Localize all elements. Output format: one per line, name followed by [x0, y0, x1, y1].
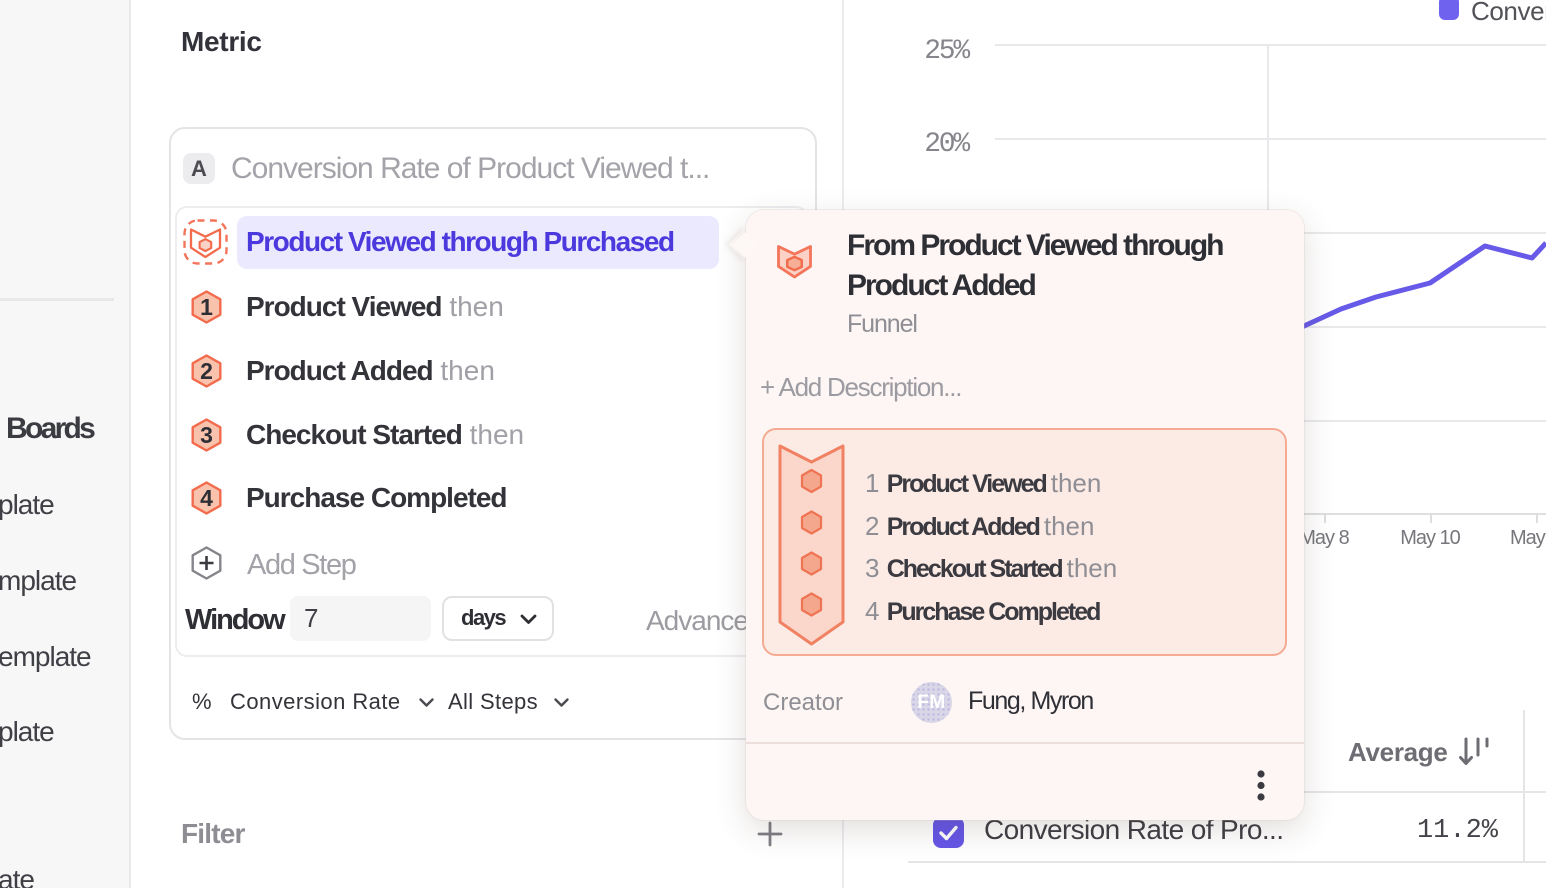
svg-text:3: 3 — [200, 422, 213, 448]
svg-text:2: 2 — [200, 358, 213, 384]
svg-text:4: 4 — [200, 485, 213, 511]
svg-text:1: 1 — [200, 294, 213, 320]
